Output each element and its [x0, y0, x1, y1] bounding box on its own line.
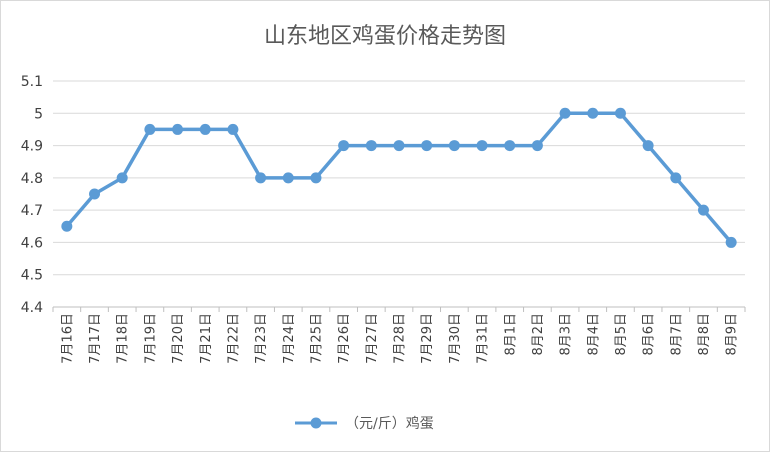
x-tick-label: 7月17日	[88, 313, 103, 364]
x-tick-label: 8月8日	[697, 313, 712, 356]
data-point	[697, 204, 709, 216]
y-tick-label: 5	[34, 106, 43, 122]
x-tick-label: 7月25日	[310, 313, 325, 364]
x-tick-label: 8月1日	[503, 313, 518, 356]
x-axis	[52, 306, 746, 312]
series-eggs	[61, 107, 737, 248]
x-tick-label: 8月9日	[725, 313, 740, 356]
data-point	[476, 140, 488, 152]
data-point	[393, 140, 405, 152]
data-point	[587, 107, 599, 119]
x-tick-label: 8月7日	[669, 313, 684, 356]
y-tick-label: 4.8	[21, 171, 43, 187]
data-point	[282, 172, 294, 184]
x-tick-label: 7月23日	[254, 313, 269, 364]
data-point	[172, 123, 184, 135]
data-point	[725, 236, 737, 248]
x-tick-label: 7月26日	[337, 313, 352, 364]
data-point	[89, 188, 101, 200]
x-tick-label: 7月24日	[282, 313, 297, 364]
data-point	[116, 172, 128, 184]
x-tick-label: 8月3日	[559, 313, 574, 356]
data-point	[255, 172, 267, 184]
data-point	[338, 140, 350, 152]
data-point	[365, 140, 377, 152]
data-point	[642, 140, 654, 152]
y-tick-label: 4.5	[21, 268, 43, 284]
x-tick-label: 7月21日	[199, 313, 214, 364]
x-tick-label: 7月22日	[226, 313, 241, 364]
data-point	[199, 123, 211, 135]
data-point	[227, 123, 239, 135]
data-point	[504, 140, 516, 152]
legend-label: （元/斤）鸡蛋	[345, 415, 434, 432]
data-point	[531, 140, 543, 152]
data-point	[144, 123, 156, 135]
y-tick-label: 4.6	[21, 235, 43, 251]
y-tick-label: 4.9	[21, 139, 43, 155]
y-tick-label: 5.1	[21, 74, 43, 90]
x-axis-ticks: 7月16日 7月17日 7月18日 7月19日 7月20日 7月21日 7月22日 7月23日…	[60, 313, 739, 364]
legend: （元/斤）鸡蛋	[295, 415, 434, 432]
data-point	[448, 140, 460, 152]
data-point	[614, 107, 626, 119]
x-tick-label: 7月16日	[60, 313, 75, 364]
data-point	[310, 172, 322, 184]
data-point	[670, 172, 682, 184]
x-tick-label: 7月28日	[393, 313, 408, 364]
x-tick-label: 8月5日	[614, 313, 629, 356]
data-point	[421, 140, 433, 152]
legend-marker-icon	[310, 417, 322, 429]
x-tick-label: 8月4日	[586, 313, 601, 356]
x-tick-label: 8月6日	[642, 313, 657, 356]
x-tick-label: 7月30日	[448, 313, 463, 364]
x-tick-label: 8月2日	[531, 313, 546, 356]
y-axis-ticks: 4.4 4.5 4.6 4.7 4.8 4.9 5 5.1	[21, 74, 43, 316]
data-point	[559, 107, 571, 119]
x-tick-label: 7月27日	[365, 313, 380, 364]
x-tick-label: 7月20日	[171, 313, 186, 364]
gridlines	[53, 80, 745, 276]
y-tick-label: 4.4	[21, 300, 43, 316]
x-tick-label: 7月18日	[116, 313, 131, 364]
x-tick-label: 7月29日	[420, 313, 435, 364]
chart-title: 山东地区鸡蛋价格走势图	[264, 24, 506, 49]
y-tick-label: 4.7	[21, 203, 43, 219]
data-point	[61, 220, 73, 232]
x-tick-label: 7月31日	[476, 313, 491, 364]
x-tick-label: 7月19日	[143, 313, 158, 364]
